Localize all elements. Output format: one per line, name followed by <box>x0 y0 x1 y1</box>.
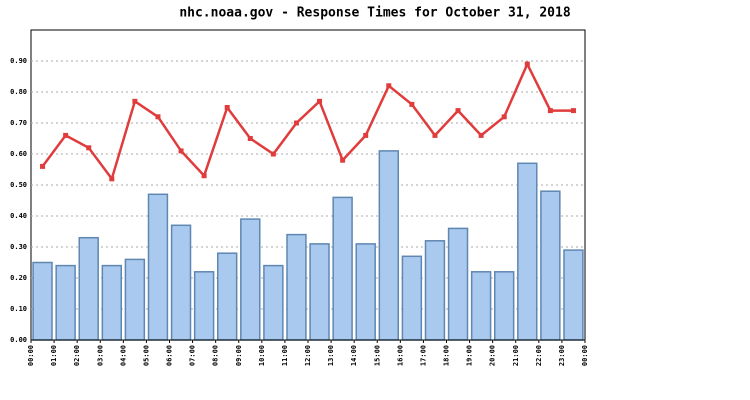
point <box>547 108 553 114</box>
y-tick-label: 0.20 <box>10 274 27 282</box>
point <box>40 163 46 169</box>
point <box>317 98 323 104</box>
x-tick-label: 03:00 <box>96 345 104 366</box>
x-tick-label: 22:00 <box>535 345 543 366</box>
bar <box>78 236 99 341</box>
x-tick-label: 10:00 <box>258 345 266 366</box>
point <box>570 108 576 114</box>
bar <box>517 162 538 341</box>
x-tick-label: 15:00 <box>373 345 381 366</box>
y-tick-label: 0.40 <box>10 212 27 220</box>
point <box>432 132 438 138</box>
point <box>132 98 138 104</box>
x-tick-label: 00:00 <box>27 345 35 366</box>
point <box>109 176 115 182</box>
bar <box>170 224 192 341</box>
y-tick-label: 0.00 <box>10 336 27 344</box>
point <box>86 145 92 151</box>
y-tick-label: 0.10 <box>10 305 27 313</box>
x-tick-label: 06:00 <box>166 345 174 366</box>
point <box>270 151 276 157</box>
bar <box>101 264 123 341</box>
point <box>524 61 530 67</box>
bar <box>193 271 215 341</box>
x-tick-label: 02:00 <box>73 345 81 366</box>
x-tick-label: 14:00 <box>350 345 358 366</box>
point <box>155 114 161 120</box>
bar <box>424 240 446 341</box>
y-tick-label: 0.60 <box>10 150 27 158</box>
bar <box>55 264 76 341</box>
y-tick-label: 0.50 <box>10 181 27 189</box>
x-tick-label: 18:00 <box>443 345 451 366</box>
x-tick-label: 20:00 <box>489 345 497 366</box>
x-tick-label: 08:00 <box>212 345 220 366</box>
point <box>340 157 346 163</box>
bar <box>332 196 353 341</box>
x-tick-label: 09:00 <box>235 345 243 366</box>
bar <box>540 190 561 341</box>
y-tick-label: 0.90 <box>10 57 27 65</box>
y-tick-label: 0.30 <box>10 243 27 251</box>
bar <box>493 271 515 341</box>
point <box>455 108 461 114</box>
bar <box>240 218 261 341</box>
chart-title: nhc.noaa.gov - Response Times for Octobe… <box>179 6 571 21</box>
bar <box>309 243 330 341</box>
point <box>201 173 207 179</box>
x-tick-label: 01:00 <box>50 345 58 366</box>
y-tick-label: 0.70 <box>10 119 27 127</box>
point <box>501 114 507 120</box>
x-tick-label: 05:00 <box>142 345 150 366</box>
bar <box>216 252 238 341</box>
point <box>409 101 415 107</box>
bar <box>470 271 492 341</box>
x-tick-label: 16:00 <box>396 345 404 366</box>
point <box>178 148 184 154</box>
point <box>386 83 392 89</box>
x-tick-label: 21:00 <box>512 345 520 366</box>
y-tick-label: 0.80 <box>10 88 27 96</box>
x-tick-label: 23:00 <box>558 345 566 366</box>
bar <box>286 233 307 341</box>
x-tick-label: 04:00 <box>119 345 127 366</box>
bar <box>124 258 146 341</box>
bar <box>447 227 469 341</box>
bar <box>355 243 376 341</box>
point <box>247 136 253 141</box>
bar <box>147 193 169 341</box>
x-tick-label: 00:00 <box>581 345 589 366</box>
x-tick-label: 17:00 <box>419 345 427 366</box>
bar <box>378 150 400 341</box>
bar <box>401 255 423 341</box>
bar <box>32 261 53 341</box>
bar <box>263 264 284 341</box>
point <box>63 132 69 138</box>
x-tick-label: 12:00 <box>304 345 312 366</box>
x-tick-label: 07:00 <box>189 345 197 366</box>
x-tick-label: 11:00 <box>281 345 289 366</box>
point <box>363 132 369 138</box>
x-tick-label: 19:00 <box>466 345 474 366</box>
point <box>293 120 299 126</box>
bar <box>563 249 584 341</box>
point <box>478 132 484 138</box>
point <box>224 105 230 110</box>
x-tick-label: 13:00 <box>327 345 335 366</box>
line <box>41 61 574 182</box>
